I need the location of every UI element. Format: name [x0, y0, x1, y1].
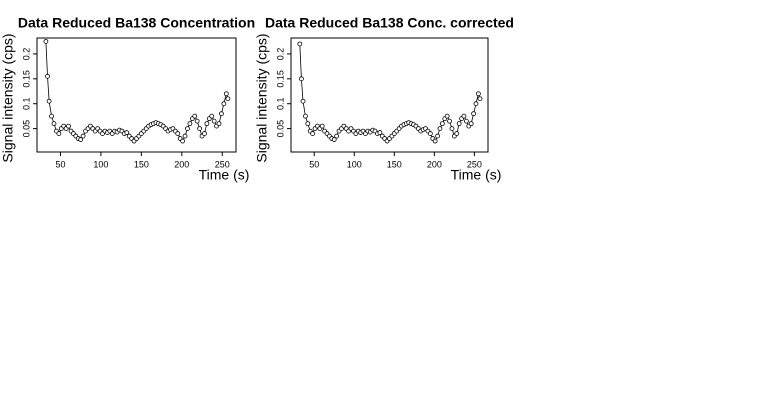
data-point — [51, 121, 57, 127]
data-point — [475, 91, 481, 97]
data-point — [297, 41, 303, 47]
data-point — [43, 39, 49, 44]
data-point — [223, 91, 229, 97]
data-point — [447, 118, 452, 124]
x-tick-label: 200 — [427, 159, 442, 169]
x-tick-label: 50 — [309, 159, 319, 169]
data-point — [204, 121, 210, 127]
data-point — [219, 111, 224, 117]
data-point — [435, 133, 440, 139]
chart-title: Data Reduced Ba138 Conc. corrected — [265, 15, 514, 31]
y-tick-label: 0.15 — [275, 70, 285, 88]
data-point — [456, 121, 462, 127]
data-point — [437, 126, 443, 132]
x-tick-label: 150 — [387, 159, 402, 169]
y-tick-label: 0.1 — [275, 97, 285, 110]
plot-box — [290, 37, 489, 153]
data-point — [331, 137, 337, 142]
data-point — [194, 118, 200, 124]
data-point — [180, 138, 186, 144]
data-point — [197, 126, 202, 132]
data-point — [432, 138, 438, 144]
x-tick-label: 250 — [467, 159, 482, 169]
data-point — [66, 123, 71, 129]
x-axis-label: Time (s) — [451, 167, 502, 183]
data-point — [471, 111, 476, 117]
data-point — [45, 73, 50, 79]
data-point — [427, 131, 433, 136]
x-tick-label: 200 — [174, 159, 189, 169]
x-tick-label: 100 — [347, 159, 362, 169]
data-point — [319, 123, 325, 129]
plot-box — [36, 37, 237, 153]
x-axis-label: Time (s) — [199, 167, 250, 183]
x-tick-label: 250 — [215, 159, 230, 169]
data-point — [187, 121, 193, 127]
data-point — [221, 101, 227, 107]
data-point — [303, 113, 308, 119]
data-point — [310, 131, 316, 136]
data-point — [56, 131, 62, 136]
y-axis-label: Signal intensity (cps) — [254, 33, 270, 162]
data-point — [300, 98, 306, 104]
data-point — [202, 131, 207, 136]
data-point — [463, 118, 469, 124]
x-tick-label: 50 — [55, 159, 65, 169]
y-tick-label: 0.15 — [21, 70, 31, 88]
y-tick-label: 0.2 — [275, 48, 285, 61]
data-point — [377, 130, 383, 135]
data-point — [175, 131, 181, 136]
data-point — [182, 133, 188, 139]
data-point — [444, 113, 450, 119]
data-point — [209, 113, 215, 119]
data-point — [305, 121, 311, 127]
y-tick-label: 0.2 — [21, 48, 31, 61]
y-tick-label: 0.05 — [275, 120, 285, 138]
y-tick-label: 0.1 — [21, 97, 31, 110]
data-point — [468, 121, 474, 127]
data-point — [192, 113, 198, 119]
data-point — [185, 126, 190, 132]
data-point — [78, 137, 84, 142]
data-point — [473, 101, 479, 107]
data-point — [439, 121, 445, 127]
data-point — [211, 118, 217, 124]
y-tick-label: 0.05 — [21, 120, 31, 138]
x-tick-label: 100 — [93, 159, 108, 169]
data-point — [454, 131, 460, 136]
chart-title: Data Reduced Ba138 Concentration — [18, 15, 255, 31]
x-tick-label: 150 — [134, 159, 149, 169]
data-point — [461, 113, 467, 119]
data-point — [216, 121, 222, 127]
data-point — [449, 126, 455, 132]
data-point — [334, 133, 340, 139]
data-point — [80, 133, 86, 139]
y-axis-label: Signal intensity (cps) — [0, 33, 16, 162]
data-point — [46, 98, 52, 104]
data-point — [299, 76, 304, 82]
data-point — [225, 96, 231, 102]
data-line — [45, 41, 229, 142]
data-point — [477, 96, 483, 102]
data-point — [49, 113, 54, 119]
data-point — [124, 130, 130, 135]
